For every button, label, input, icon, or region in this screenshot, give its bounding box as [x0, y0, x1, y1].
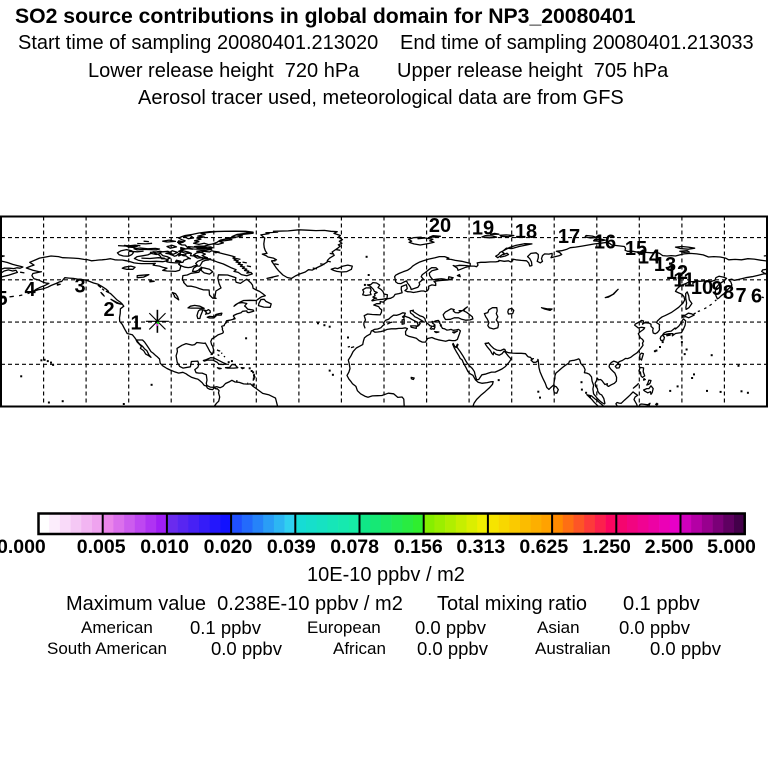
svg-text:13: 13	[654, 254, 676, 276]
svg-text:1: 1	[130, 313, 141, 335]
svg-text:12: 12	[666, 262, 688, 284]
svg-text:6: 6	[751, 286, 762, 308]
svg-text:4: 4	[24, 279, 36, 301]
svg-text:3: 3	[74, 276, 85, 298]
svg-text:16: 16	[594, 232, 616, 254]
svg-text:2: 2	[103, 299, 114, 321]
svg-text:8: 8	[723, 282, 734, 304]
svg-text:10: 10	[691, 277, 713, 299]
svg-text:5: 5	[0, 288, 8, 310]
svg-text:11: 11	[673, 270, 694, 292]
svg-text:18: 18	[515, 221, 537, 243]
svg-text:7: 7	[735, 285, 746, 307]
svg-text:15: 15	[625, 238, 647, 260]
svg-text:9: 9	[711, 278, 722, 300]
svg-text:19: 19	[472, 218, 494, 240]
svg-text:14: 14	[638, 247, 661, 269]
svg-text:20: 20	[429, 215, 451, 237]
svg-text:17: 17	[558, 226, 580, 248]
